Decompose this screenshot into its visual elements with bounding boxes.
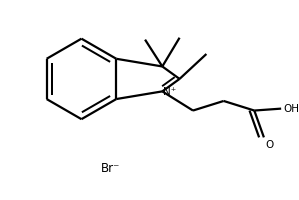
Text: OH: OH: [283, 104, 299, 114]
Text: O: O: [266, 140, 274, 150]
Text: Br⁻: Br⁻: [101, 162, 120, 175]
Text: N⁺: N⁺: [163, 87, 176, 97]
